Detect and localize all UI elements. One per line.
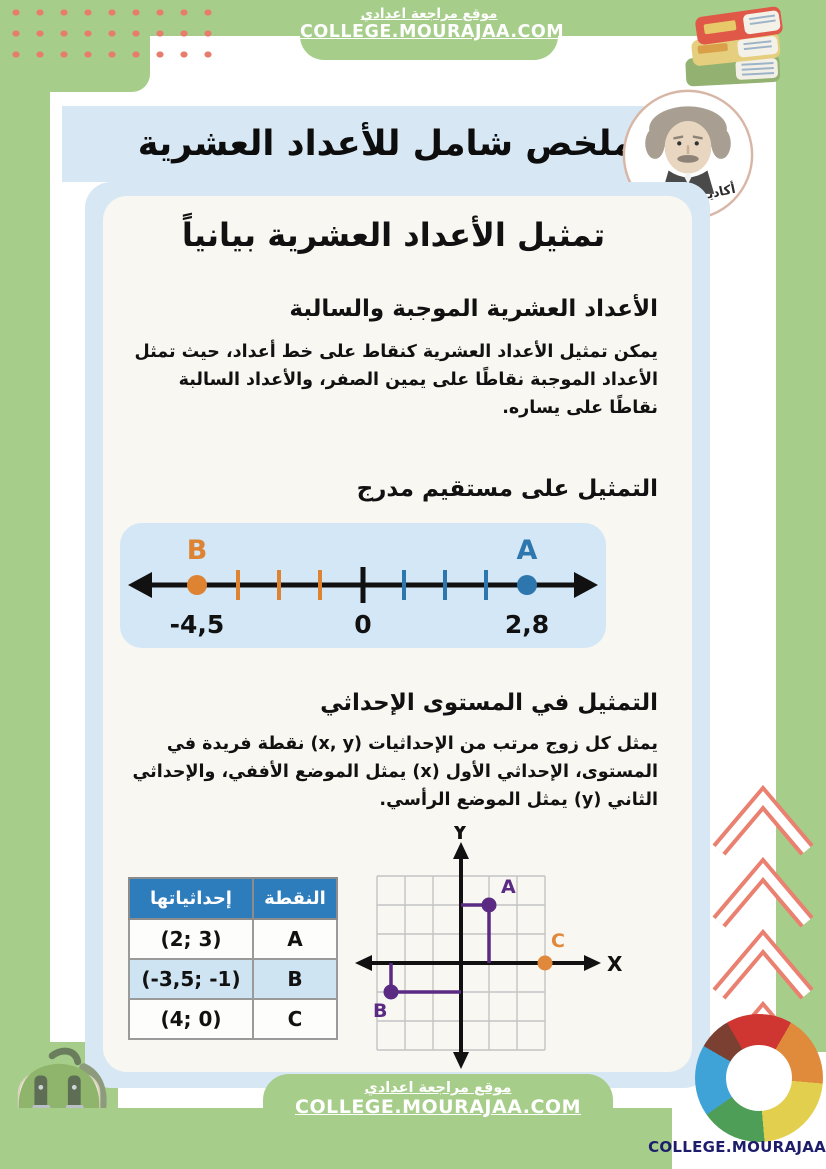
footer-site-name-link[interactable]: موقع مراجعة اعدادي xyxy=(364,1080,512,1096)
cell-coords: (4; 0) xyxy=(128,998,254,1040)
cell-coords: (2; 3) xyxy=(128,918,254,960)
right-green-strip xyxy=(776,0,826,1052)
plane-point-b-label: B xyxy=(373,1000,387,1022)
footer-green-band xyxy=(0,1108,672,1169)
number-line-right-arrow xyxy=(574,572,598,598)
paragraph-positives-negatives: يمكن تمثيل الأعداد العشرية كنقاط على خط … xyxy=(134,342,658,418)
plane-point-c-dot xyxy=(537,955,553,971)
cell-point: A xyxy=(252,918,338,960)
footer-text: موقع مراجعة اعدادي COLLEGE.MOURAJAA.COM xyxy=(238,1080,638,1118)
y-axis-label: Y xyxy=(452,826,468,844)
section-heading-coordinate-plane: التمثيل في المستوى الإحداثي xyxy=(320,690,658,716)
footer-site-url-link[interactable]: COLLEGE.MOURAJAA.COM xyxy=(295,1096,581,1118)
zero-label: 0 xyxy=(354,610,371,639)
section-heading-positives-negatives: الأعداد العشرية الموجبة والسالبة xyxy=(289,296,658,322)
dot-pattern-decoration xyxy=(0,0,212,58)
point-b-label: B xyxy=(187,535,208,566)
coordinate-plane-figure: Y X A B C xyxy=(355,826,623,1069)
content-card: تمثيل الأعداد العشرية بيانياً الأعداد ال… xyxy=(103,196,692,1072)
table-row: C (4; 0) xyxy=(128,998,338,1040)
subjects-ring-logo xyxy=(695,1014,823,1142)
header-site-tab: موقع مراجعة اعدادي COLLEGE.MOURAJAA.COM xyxy=(300,0,565,60)
col-header-point: النقطة xyxy=(252,877,338,920)
table-header-row: النقطة إحداثياتها xyxy=(128,877,338,920)
table-row: A (2; 3) xyxy=(128,918,338,960)
books-stack-icon xyxy=(685,6,783,87)
number-line-panel: B A -4,5 0 2,8 xyxy=(120,523,606,648)
cell-coords: (-3,5; -1) xyxy=(128,958,254,1000)
page-title: ملخص شامل للأعداد العشرية xyxy=(62,106,710,182)
header-site-url-link[interactable]: COLLEGE.MOURAJAA.COM xyxy=(300,22,565,42)
x-axis-label: X xyxy=(607,952,623,976)
plane-point-c-label: C xyxy=(551,930,565,952)
plane-point-b-dot xyxy=(383,984,399,1000)
cell-point: B xyxy=(252,958,338,1000)
einstein-mustache-icon xyxy=(677,155,699,163)
number-line-figure: B A -4,5 0 2,8 xyxy=(128,535,598,639)
points-table: النقطة إحداثياتها A (2; 3) B (-3,5; -1) … xyxy=(128,877,338,1040)
card-title: تمثيل الأعداد العشرية بيانياً xyxy=(181,216,606,254)
col-header-coords: إحداثياتها xyxy=(128,877,254,920)
header-site-name-link[interactable]: موقع مراجعة اعدادي xyxy=(360,6,498,22)
table-row: B (-3,5; -1) xyxy=(128,958,338,1000)
number-line-left-arrow xyxy=(128,572,152,598)
point-b-dot xyxy=(187,575,207,595)
point-guide-lines xyxy=(389,903,491,994)
point-b-value: -4,5 xyxy=(170,610,225,639)
plane-point-a-label: A xyxy=(501,876,516,898)
footer-site-tab xyxy=(263,1074,613,1114)
ring-logo-caption: COLLEGE.MOURAJAA.COM xyxy=(648,1138,826,1156)
point-a-value: 2,8 xyxy=(505,610,549,639)
plane-point-a-dot xyxy=(481,897,497,913)
section-heading-number-line: التمثيل على مستقيم مدرج xyxy=(356,476,658,502)
left-green-strip xyxy=(0,0,50,1169)
cell-point: C xyxy=(252,998,338,1040)
point-a-label: A xyxy=(517,535,538,566)
point-a-dot xyxy=(517,575,537,595)
paragraph-coordinate-plane: يمثل كل زوج مرتب من الإحداثيات (x, y) نق… xyxy=(132,734,658,810)
